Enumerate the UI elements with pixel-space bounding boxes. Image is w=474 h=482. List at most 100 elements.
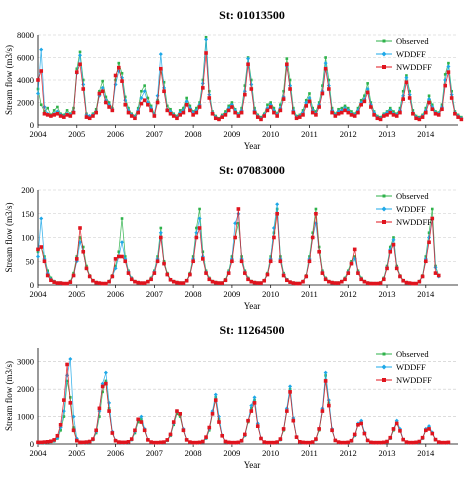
data-point-nwddff: [52, 113, 56, 117]
data-point-wddff: [142, 89, 147, 94]
data-point-observed: [243, 84, 247, 87]
data-point-nwddff: [304, 104, 309, 108]
data-point-nwddff: [87, 439, 92, 444]
data-point-nwddff: [230, 105, 234, 109]
legend-marker-nwddff: [382, 378, 386, 382]
data-point-nwddff: [314, 113, 318, 117]
data-point-nwddff: [285, 409, 289, 413]
data-point-nwddff: [100, 281, 105, 286]
data-point-nwddff: [213, 280, 218, 285]
data-point-nwddff: [181, 110, 186, 115]
data-point-nwddff: [78, 440, 82, 445]
data-point-nwddff: [259, 281, 263, 285]
data-point-observed: [188, 104, 192, 108]
data-point-nwddff: [210, 412, 215, 416]
data-point-nwddff: [74, 257, 79, 261]
data-point-nwddff: [100, 89, 105, 94]
data-point-nwddff: [307, 99, 312, 104]
x-tick-label: 2014: [417, 129, 435, 139]
data-point-nwddff: [333, 114, 338, 118]
data-point-nwddff: [120, 254, 124, 259]
data-point-nwddff: [123, 102, 128, 107]
x-tick-label: 2004: [30, 129, 48, 139]
data-point-nwddff: [320, 91, 325, 96]
data-point-nwddff: [381, 440, 386, 445]
data-point-wddff: [307, 96, 312, 100]
data-point-nwddff: [378, 281, 383, 285]
data-point-nwddff: [133, 116, 137, 121]
data-point-nwddff: [230, 440, 234, 445]
data-point-wddff: [71, 414, 76, 419]
data-point-nwddff: [301, 440, 305, 445]
data-point-nwddff: [191, 440, 195, 445]
data-point-nwddff: [317, 427, 321, 431]
data-point-nwddff: [281, 273, 286, 278]
data-point-observed: [350, 259, 353, 263]
data-point-observed: [288, 78, 292, 82]
data-point-nwddff: [226, 108, 231, 113]
data-point-nwddff: [188, 108, 192, 113]
data-point-nwddff: [443, 83, 448, 88]
data-point-nwddff: [129, 114, 134, 118]
x-tick-label: 2007: [146, 289, 163, 299]
data-point-nwddff: [184, 102, 189, 107]
data-point-nwddff: [343, 108, 347, 113]
data-point-nwddff: [401, 278, 405, 283]
x-tick-label: 2011: [301, 129, 318, 139]
data-point-observed: [165, 104, 169, 108]
data-point-nwddff: [346, 271, 351, 275]
data-point-nwddff: [343, 277, 347, 282]
data-point-nwddff: [411, 111, 415, 116]
data-point-nwddff: [249, 87, 254, 91]
data-point-nwddff: [149, 440, 153, 444]
y-tick-label: 8000: [17, 30, 34, 40]
data-point-nwddff: [94, 428, 98, 433]
data-point-nwddff: [265, 272, 270, 277]
data-point-wddff: [81, 82, 86, 87]
data-point-nwddff: [165, 272, 170, 277]
data-point-nwddff: [91, 114, 95, 118]
data-point-nwddff: [275, 440, 279, 444]
data-point-nwddff: [236, 440, 241, 445]
data-point-nwddff: [265, 108, 270, 113]
data-point-nwddff: [146, 438, 150, 442]
data-point-nwddff: [320, 271, 325, 275]
data-point-observed: [227, 104, 230, 108]
series-line-observed: [37, 208, 440, 285]
legend-marker-observed: [382, 194, 386, 198]
data-point-wddff: [233, 221, 238, 226]
data-point-nwddff: [427, 100, 431, 105]
data-point-nwddff: [420, 115, 425, 119]
data-point-nwddff: [139, 420, 144, 424]
data-point-nwddff: [223, 278, 228, 283]
data-point-nwddff: [126, 110, 131, 115]
data-point-nwddff: [136, 417, 140, 422]
data-point-nwddff: [146, 102, 150, 107]
data-point-nwddff: [142, 281, 147, 285]
chart-title: St: 01013500: [219, 8, 285, 22]
y-tick-label: 50: [26, 256, 35, 266]
data-point-observed: [140, 418, 143, 421]
data-point-nwddff: [123, 259, 128, 264]
series-line-wddff: [38, 358, 449, 444]
data-point-nwddff: [81, 87, 86, 91]
data-point-nwddff: [239, 110, 244, 115]
data-point-nwddff: [107, 105, 111, 109]
data-point-nwddff: [136, 110, 140, 115]
data-point-nwddff: [142, 98, 147, 103]
data-point-observed: [104, 379, 108, 383]
x-tick-label: 2012: [340, 289, 357, 299]
data-point-observed: [123, 255, 127, 258]
y-tick-label: 1000: [17, 412, 34, 422]
data-point-nwddff: [349, 438, 354, 443]
data-point-observed: [427, 231, 431, 235]
data-point-nwddff: [343, 440, 347, 445]
data-point-nwddff: [401, 437, 405, 442]
data-point-nwddff: [220, 281, 225, 285]
data-point-nwddff: [233, 110, 237, 115]
data-point-observed: [388, 106, 392, 110]
data-point-nwddff: [194, 440, 199, 445]
data-point-nwddff: [78, 226, 82, 230]
data-point-nwddff: [385, 113, 389, 117]
data-point-wddff: [200, 81, 205, 86]
